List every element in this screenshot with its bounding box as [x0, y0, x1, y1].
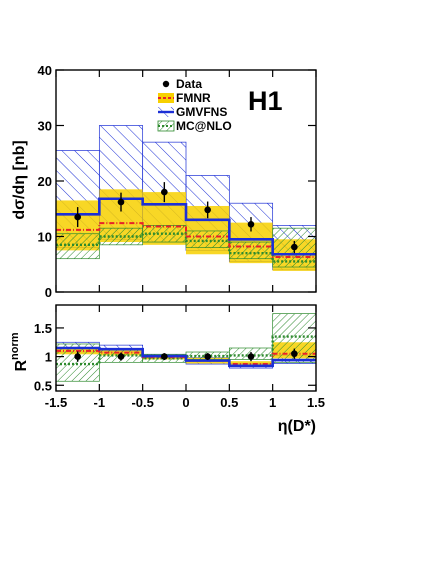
- bottom-y-axis-base: R: [13, 360, 30, 372]
- top-y-axis-title: dσ/dη [nb]: [11, 140, 28, 219]
- legend-label-fmnr: FMNR: [176, 91, 211, 105]
- x-tick-label: 1: [269, 395, 276, 410]
- legend-label-data: Data: [176, 77, 202, 91]
- h1-label: H1: [248, 86, 283, 116]
- y-tick-label: 1.5: [34, 321, 52, 336]
- x-tick-label: 0: [182, 395, 189, 410]
- x-tick-label: -0.5: [131, 395, 153, 410]
- legend-data-marker: [162, 80, 170, 88]
- gmvfns-central-line: [56, 197, 316, 256]
- legend-label-gmvfns: GMVFNS: [176, 105, 227, 119]
- y-tick-label: 0: [45, 285, 52, 300]
- data-point: [204, 353, 211, 360]
- fmnr-band-bin: [229, 361, 273, 367]
- x-tick-label: -1: [94, 395, 106, 410]
- data-point: [204, 206, 211, 214]
- x-tick-label: 0.5: [220, 395, 238, 410]
- x-axis-title: η(D*): [278, 418, 316, 435]
- mcatnlo-band-bin: [228, 241, 274, 260]
- x-tick-label: -1.5: [45, 395, 67, 410]
- data-point: [161, 353, 168, 360]
- data-point: [247, 220, 255, 228]
- data-point: [117, 198, 125, 206]
- y-tick-label: 40: [38, 63, 52, 78]
- data-point: [74, 213, 81, 221]
- fmnr-central-line: [56, 222, 316, 259]
- mcatnlo-band-bin: [56, 233, 100, 260]
- data-point: [74, 353, 81, 360]
- mcatnlo-band-bin: [185, 230, 230, 248]
- legend-label-mcatnlo: MC@NLO: [176, 119, 232, 133]
- data-point: [291, 350, 298, 358]
- gmvfns-central-line: [56, 346, 316, 368]
- data-point: [117, 353, 125, 360]
- y-tick-label: 30: [38, 119, 52, 134]
- bottom-y-axis-sup: norm: [9, 332, 21, 360]
- y-tick-label: 10: [38, 230, 52, 245]
- bottom-y-axis-title: Rnorm: [9, 332, 30, 371]
- mcatnlo-band-bin: [56, 343, 100, 382]
- data-point: [161, 188, 168, 196]
- bottom-panel: 0.5 1 1.5 -1.5 -1 -0.5 0 0.5 1 1.5 Rnorm η(D*): [9, 304, 325, 435]
- data-point: [291, 243, 298, 251]
- y-tick-label: 1: [45, 350, 52, 365]
- y-tick-label: 0.5: [34, 378, 52, 393]
- y-tick-label: 20: [38, 174, 52, 189]
- x-tick-label: 1.5: [307, 395, 325, 410]
- data-point: [247, 353, 255, 360]
